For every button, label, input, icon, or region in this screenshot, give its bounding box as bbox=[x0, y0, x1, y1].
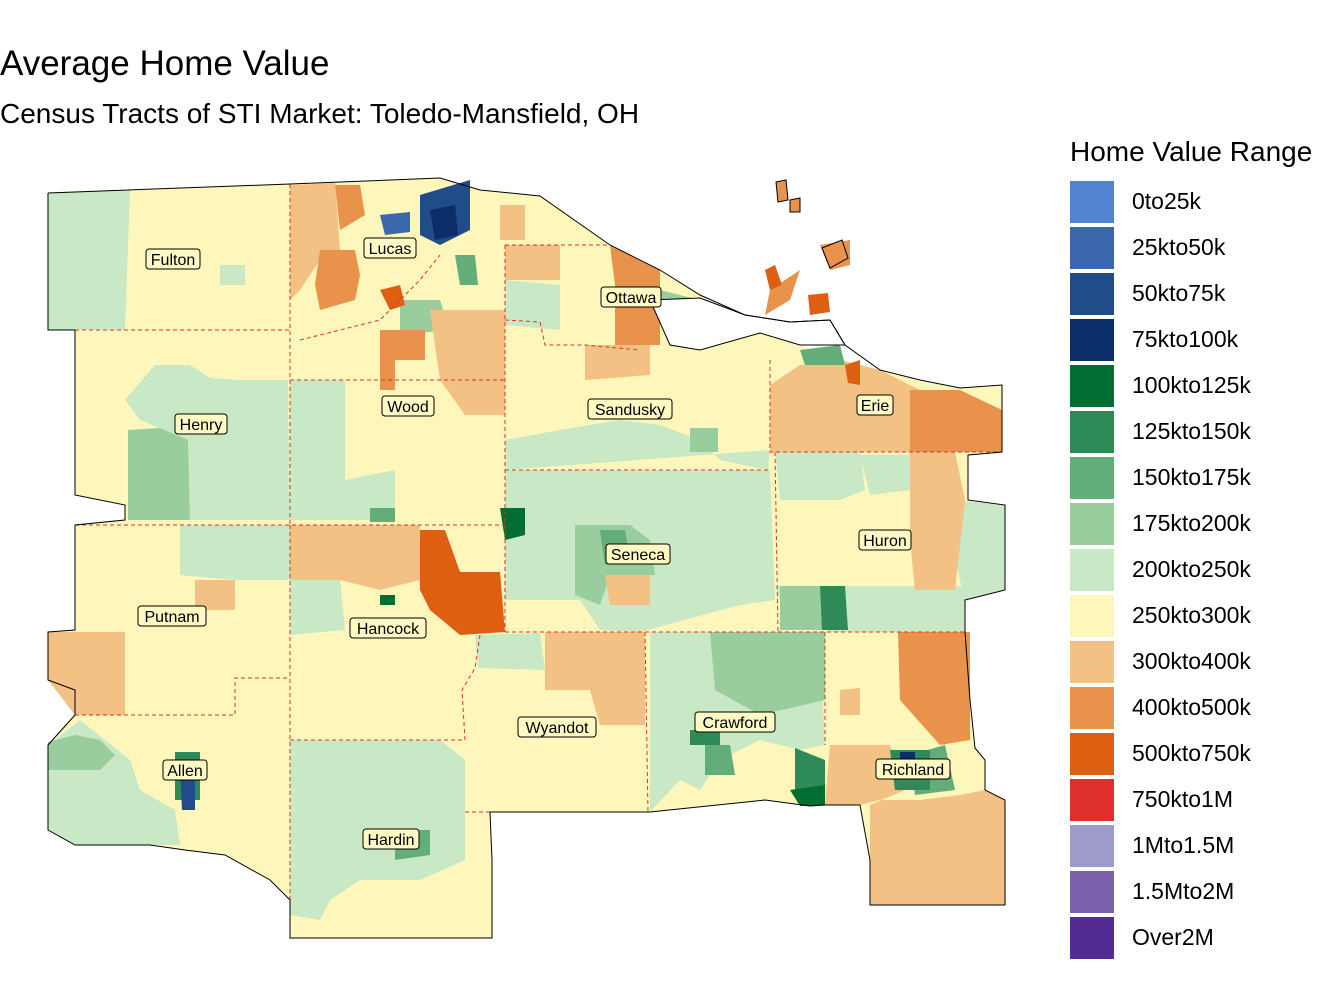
legend-item: 125kto150k bbox=[1070, 408, 1344, 454]
county-label-lucas: Lucas bbox=[363, 237, 417, 259]
svg-text:Fulton: Fulton bbox=[151, 252, 195, 269]
legend-item: 300kto400k bbox=[1070, 638, 1344, 684]
svg-text:Henry: Henry bbox=[180, 417, 223, 434]
legend-swatch bbox=[1070, 733, 1114, 775]
county-label-sandusky: Sandusky bbox=[587, 398, 673, 420]
county-label-wood: Wood bbox=[381, 395, 435, 417]
legend-swatch bbox=[1070, 917, 1114, 959]
svg-text:Hardin: Hardin bbox=[367, 832, 414, 849]
legend-swatch bbox=[1070, 411, 1114, 453]
market-outline bbox=[47, 177, 1006, 939]
svg-text:Lucas: Lucas bbox=[369, 241, 412, 258]
legend-item: 1.5Mto2M bbox=[1070, 868, 1344, 914]
legend-item: 50kto75k bbox=[1070, 270, 1344, 316]
legend-label: 175kto200k bbox=[1132, 510, 1251, 536]
legend: Home Value Range 0to25k 25kto50k 50kto75k 7… bbox=[1070, 136, 1344, 960]
county-label-hardin: Hardin bbox=[362, 828, 420, 850]
svg-text:Wyandot: Wyandot bbox=[526, 720, 590, 737]
svg-text:Sandusky: Sandusky bbox=[595, 402, 665, 419]
county-label-wyandot: Wyandot bbox=[517, 716, 597, 738]
legend-swatch bbox=[1070, 503, 1114, 545]
legend-item: 200kto250k bbox=[1070, 546, 1344, 592]
county-labels: Fulton Lucas Ottawa Henry Wood Sandusky … bbox=[137, 237, 951, 850]
legend-item: 150kto175k bbox=[1070, 454, 1344, 500]
legend-label: 250kto300k bbox=[1132, 602, 1251, 628]
legend-swatch bbox=[1070, 825, 1114, 867]
legend-label: 300kto400k bbox=[1132, 648, 1251, 674]
svg-text:Wood: Wood bbox=[387, 399, 429, 416]
legend-item: 1Mto1.5M bbox=[1070, 822, 1344, 868]
legend-item: Over2M bbox=[1070, 914, 1344, 960]
county-label-erie: Erie bbox=[856, 394, 894, 416]
tracts-25k-100k bbox=[180, 180, 915, 810]
legend-label: Over2M bbox=[1132, 924, 1214, 950]
legend-label: 25kto50k bbox=[1132, 234, 1226, 260]
legend-item: 500kto750k bbox=[1070, 730, 1344, 776]
svg-text:Putnam: Putnam bbox=[144, 609, 199, 626]
county-label-fulton: Fulton bbox=[145, 248, 201, 270]
legend-swatch bbox=[1070, 457, 1114, 499]
legend-item: 750kto1M bbox=[1070, 776, 1344, 822]
county-label-seneca: Seneca bbox=[605, 543, 671, 565]
svg-text:Seneca: Seneca bbox=[611, 547, 665, 564]
legend-label: 500kto750k bbox=[1132, 740, 1251, 766]
county-label-richland: Richland bbox=[875, 758, 951, 780]
legend-item: 75kto100k bbox=[1070, 316, 1344, 362]
legend-swatch bbox=[1070, 595, 1114, 637]
county-label-putnam: Putnam bbox=[137, 605, 207, 627]
legend-swatch bbox=[1070, 365, 1114, 407]
legend-swatch bbox=[1070, 227, 1114, 269]
svg-text:Huron: Huron bbox=[863, 533, 907, 550]
map-title: Average Home Value bbox=[0, 44, 330, 83]
legend-swatch bbox=[1070, 687, 1114, 729]
county-label-hancock: Hancock bbox=[349, 617, 427, 639]
legend-label: 150kto175k bbox=[1132, 464, 1251, 490]
svg-text:Crawford: Crawford bbox=[703, 715, 768, 732]
county-label-ottawa: Ottawa bbox=[600, 286, 662, 308]
county-label-henry: Henry bbox=[174, 413, 228, 435]
legend-label: 125kto150k bbox=[1132, 418, 1251, 444]
legend-label: 750kto1M bbox=[1132, 786, 1234, 812]
county-label-huron: Huron bbox=[858, 529, 912, 551]
legend-swatch bbox=[1070, 549, 1114, 591]
legend-item: 175kto200k bbox=[1070, 500, 1344, 546]
legend-label: 0to25k bbox=[1132, 188, 1202, 214]
legend-label: 75kto100k bbox=[1132, 326, 1239, 352]
legend-swatch bbox=[1070, 641, 1114, 683]
legend-label: 1.5Mto2M bbox=[1132, 878, 1235, 904]
svg-text:Allen: Allen bbox=[167, 763, 203, 780]
svg-text:Ottawa: Ottawa bbox=[606, 290, 657, 307]
legend-swatch bbox=[1070, 181, 1114, 223]
lake-islands bbox=[775, 179, 849, 269]
legend-item: 250kto300k bbox=[1070, 592, 1344, 638]
legend-swatch bbox=[1070, 779, 1114, 821]
legend-items: 0to25k 25kto50k 50kto75k 75kto100k 100kto125… bbox=[1070, 178, 1344, 960]
legend-swatch bbox=[1070, 871, 1114, 913]
svg-text:Richland: Richland bbox=[882, 762, 944, 779]
map-subtitle: Census Tracts of STI Market: Toledo-Mans… bbox=[0, 98, 640, 129]
legend-item: 25kto50k bbox=[1070, 224, 1344, 270]
legend-label: 200kto250k bbox=[1132, 556, 1251, 582]
svg-text:Hancock: Hancock bbox=[357, 621, 420, 638]
legend-item: 0to25k bbox=[1070, 178, 1344, 224]
tracts-500k-750k bbox=[380, 265, 860, 635]
legend-label: 1Mto1.5M bbox=[1132, 832, 1235, 858]
legend-swatch bbox=[1070, 273, 1114, 315]
legend-item: 400kto500k bbox=[1070, 684, 1344, 730]
county-label-crawford: Crawford bbox=[694, 711, 776, 733]
legend-label: 400kto500k bbox=[1132, 694, 1251, 720]
tract-map: Fulton Lucas Ottawa Henry Wood Sandusky … bbox=[47, 177, 1006, 939]
legend-title: Home Value Range bbox=[1070, 136, 1313, 167]
legend-label: 100kto125k bbox=[1132, 372, 1251, 398]
legend-swatch bbox=[1070, 319, 1114, 361]
legend-label: 50kto75k bbox=[1132, 280, 1226, 306]
county-label-allen: Allen bbox=[162, 759, 208, 781]
svg-text:Erie: Erie bbox=[861, 398, 890, 415]
legend-item: 100kto125k bbox=[1070, 362, 1344, 408]
